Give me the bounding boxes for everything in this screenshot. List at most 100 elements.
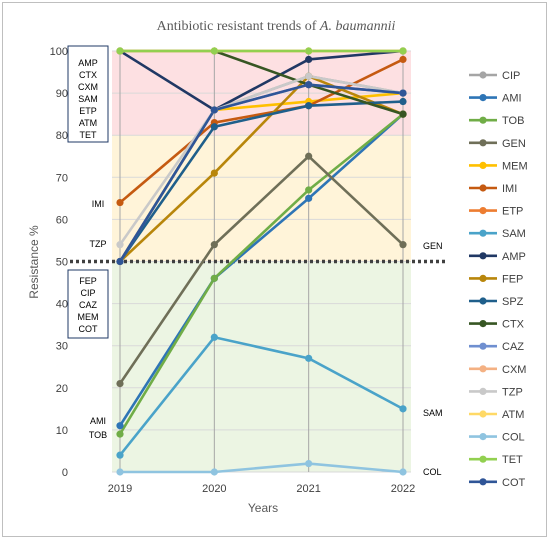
annotation-label: AMP: [78, 58, 98, 68]
x-tick-labels: 2019 2020 2021 2022: [108, 483, 415, 495]
series-lines: [116, 47, 407, 476]
series-line-spz: [118, 100, 404, 263]
data-point-tet: [116, 47, 124, 55]
series-line-tzp: [118, 74, 404, 246]
series-line-col: [120, 462, 404, 474]
legend-marker-cot: [479, 478, 487, 486]
legend-marker-cxm: [479, 365, 487, 373]
legend-marker-imi: [479, 184, 487, 192]
annotation-label: CIP: [80, 288, 95, 298]
legend-marker-spz: [479, 297, 487, 305]
legend-label-caz: CAZ: [502, 341, 524, 353]
series-line-amp: [119, 49, 404, 112]
annotation-box-mid: [67, 269, 109, 339]
data-point-gen: [116, 379, 124, 388]
data-point-imi: [116, 198, 124, 207]
data-point-cot: [305, 81, 313, 89]
series-line-tob: [118, 113, 404, 435]
legend-label-cot: COT: [502, 477, 526, 489]
legend-label-tzp: TZP: [502, 386, 523, 398]
series-line-ami: [118, 113, 404, 427]
data-point-col: [399, 468, 407, 476]
series-line-sam: [118, 335, 404, 456]
legend-label-cip: CIP: [502, 70, 520, 82]
data-point-fep: [210, 169, 218, 177]
y-tick-label: 100: [50, 46, 68, 58]
legend-marker-sam: [479, 229, 487, 237]
legend-marker-ctx: [479, 320, 487, 328]
x-tick-label: 2021: [296, 483, 320, 495]
legend-marker-ami: [479, 94, 487, 102]
y-tick-label: 70: [56, 172, 68, 184]
data-point-col: [116, 468, 124, 476]
series-line-gen: [118, 154, 404, 385]
y-tick-label: 50: [56, 257, 68, 269]
x-tick-label: 2022: [391, 483, 415, 495]
y-tick-label: 10: [56, 425, 68, 437]
legend-marker-mem: [479, 161, 487, 169]
legend-label-spz: SPZ: [502, 296, 524, 308]
annotation-tzp: TZP: [90, 239, 107, 249]
data-point-spz: [399, 97, 407, 106]
band-1: [112, 135, 411, 262]
x-tick-label: 2020: [202, 483, 226, 495]
annotation-sam: SAM: [423, 408, 443, 418]
data-point-gen: [305, 152, 313, 160]
data-point-ami: [305, 194, 313, 202]
annotation-label: SAM: [78, 94, 98, 104]
x-axis-label: Years: [248, 501, 278, 515]
series-line-cot: [118, 83, 404, 263]
annotation-label: CAZ: [79, 300, 98, 310]
annotation-label: ATM: [79, 118, 97, 128]
y-tick-label: 90: [56, 88, 68, 100]
legend: CIP AMI TOB GEN MEM IMI ETP SAM AMP FEP SPZ CTX CAZ C…: [469, 70, 528, 489]
chart-title: Antibiotic resistant trends of A. bauman…: [157, 19, 396, 34]
y-axis-label: Resistance %: [27, 225, 41, 299]
data-point-tzp: [116, 241, 124, 249]
data-point-cot: [399, 89, 407, 97]
data-point-cot: [116, 257, 124, 266]
annotation-label: MEM: [78, 312, 99, 322]
y-tick-label: 0: [62, 467, 68, 479]
annotation-label: CTX: [79, 70, 97, 80]
data-point-spz: [305, 102, 313, 110]
data-point-tob: [116, 430, 124, 438]
annotation-col: COL: [423, 467, 442, 477]
annotation-gen: GEN: [423, 241, 443, 251]
y-tick-label: 30: [56, 341, 68, 353]
background-bands: [112, 51, 411, 472]
data-point-sam: [399, 405, 407, 413]
annotation-label: ETP: [79, 106, 97, 116]
legend-label-gen: GEN: [502, 138, 526, 150]
legend-label-amp: AMP: [502, 251, 526, 263]
data-point-tet: [305, 47, 313, 55]
series-line-fep: [119, 74, 404, 263]
data-point-tzp: [305, 72, 313, 80]
legend-label-tob: TOB: [502, 115, 524, 127]
legend-marker-amp: [479, 252, 487, 260]
annotation-label: TET: [80, 130, 98, 140]
data-point-imi: [399, 55, 407, 64]
legend-marker-caz: [479, 342, 487, 350]
legend-label-ami: AMI: [502, 93, 522, 105]
legend-marker-cip: [479, 71, 487, 79]
legend-label-fep: FEP: [502, 273, 523, 285]
annotation-imi: IMI: [92, 199, 105, 209]
data-point-gen: [210, 241, 218, 249]
series-line-imi: [119, 58, 404, 204]
legend-marker-atm: [479, 410, 487, 418]
y-tick-label: 20: [56, 383, 68, 395]
annotations: AMP CTX CXM SAM ETP ATM TET FEP CIP CAZ MEM COT IMI T…: [67, 45, 443, 477]
legend-label-col: COL: [502, 432, 525, 444]
legend-marker-fep: [479, 274, 487, 282]
data-point-gen: [399, 241, 407, 249]
annotation-label: COT: [79, 324, 99, 334]
legend-marker-col: [479, 433, 487, 441]
legend-label-tet: TET: [502, 454, 523, 466]
y-tick-label: 80: [56, 130, 68, 142]
annotation-tob: TOB: [89, 430, 107, 440]
legend-marker-tzp: [479, 387, 487, 395]
legend-marker-tet: [479, 455, 487, 463]
